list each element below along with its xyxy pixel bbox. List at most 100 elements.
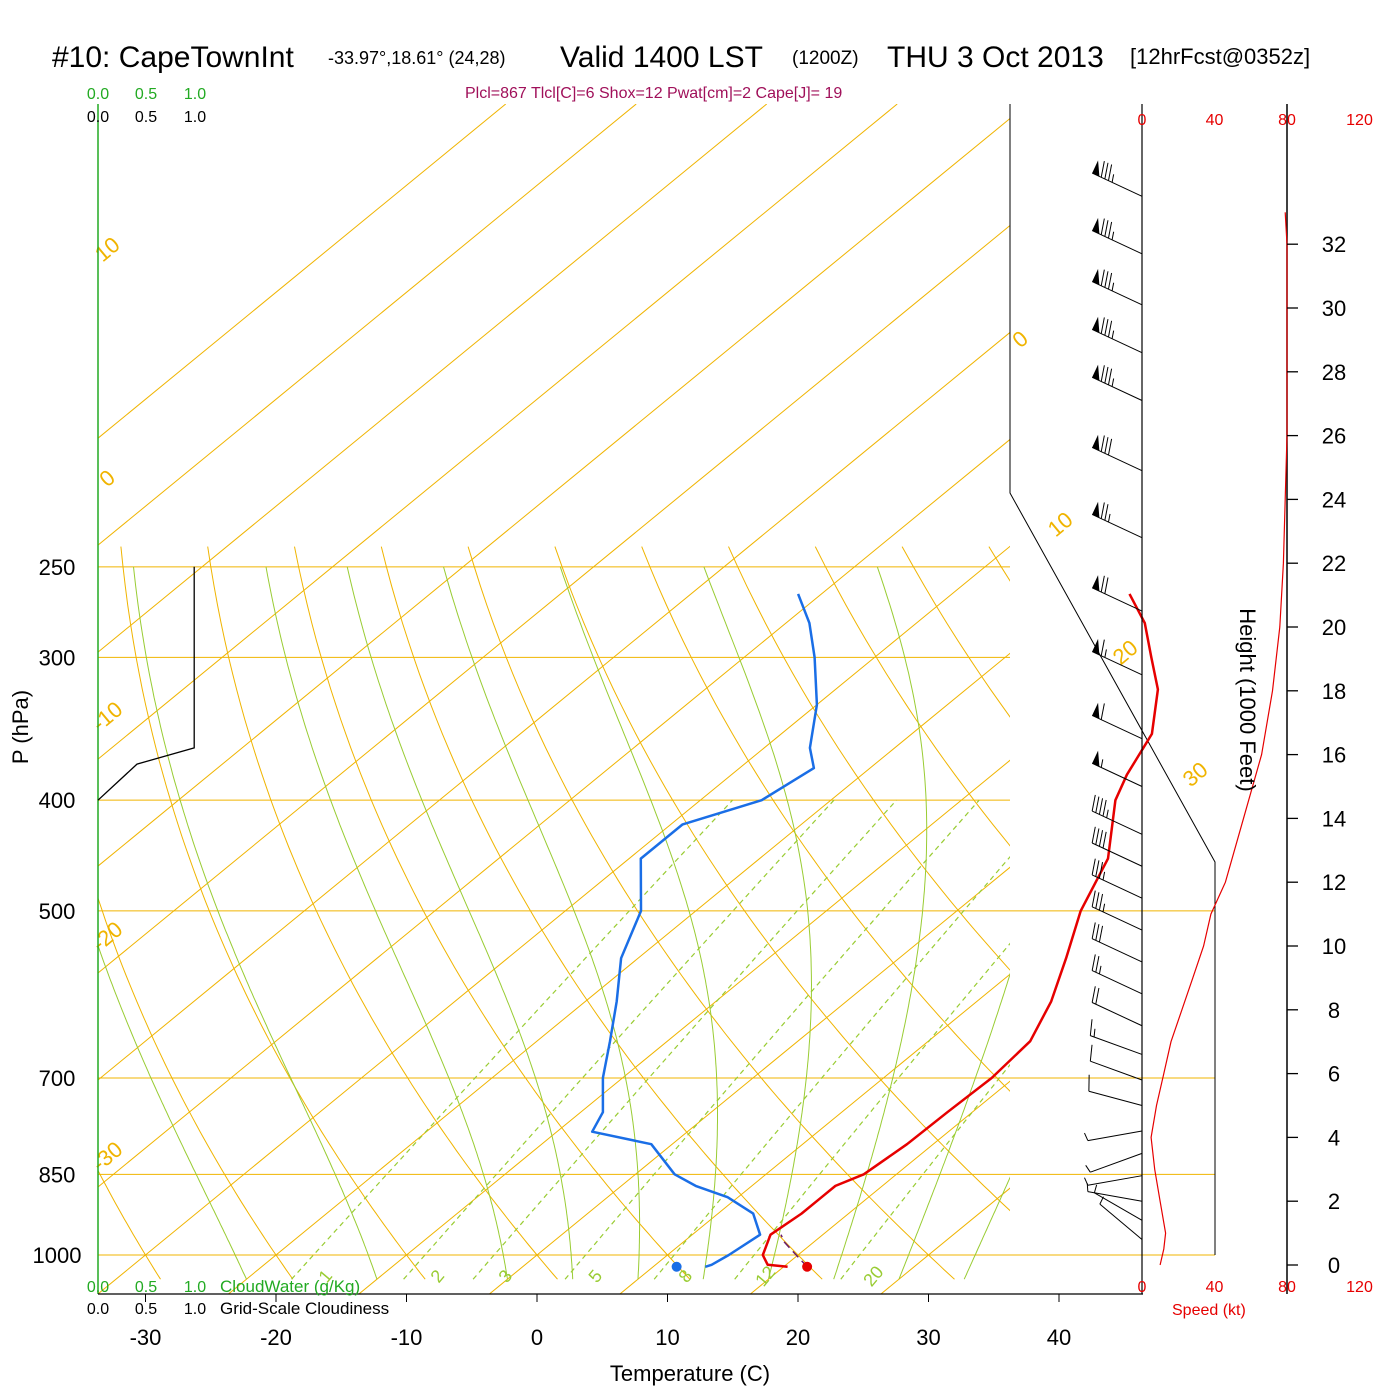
forecast-info: [12hrFcst@0352z] [1130,44,1310,69]
height-tick-label: 4 [1328,1125,1340,1150]
dry-adiabat [207,546,558,1280]
mixing-ratio-line [653,855,1010,1280]
height-tick-label: 20 [1322,615,1346,640]
height-tick-label: 28 [1322,360,1346,385]
dry-adiabat [641,546,1010,1092]
dewpoint-line [590,593,819,1268]
height-tick-label: 8 [1328,998,1340,1023]
isotherm-label: -10 [87,696,127,736]
speed-bottom-tick: 0 [1138,1279,1147,1296]
x-tick-label: 0 [531,1325,543,1350]
x-tick-label: -30 [130,1325,162,1350]
wind-barb [1091,890,1143,931]
isobar-lines [98,566,1215,1256]
speed-top-tick: 0 [1138,112,1147,129]
moist-adiabat [133,566,378,1280]
dry-adiabat [1249,547,1400,1280]
mixing-ratio-line [472,799,897,1280]
isotherm-label: 0 [1007,326,1032,353]
moist-adiabat [898,972,1010,1280]
moist-adiabat [265,566,508,1280]
dry-adiabat [1336,547,1400,1280]
isotherm-line [98,117,1010,867]
cloudwater-top-tick: 1.0 [184,86,206,103]
stability-indices: Plcl=867 Tlcl[C]=6 Shox=12 Pwat[cm]=2 Ca… [465,85,842,102]
x-tick-label: 40 [1047,1325,1071,1350]
cloudiness-bottom-tick: 0.5 [135,1301,157,1318]
dry-adiabat [554,546,1010,1212]
speed-bottom-tick: 80 [1278,1279,1296,1296]
wind-barb [1091,501,1143,539]
speed-axis-label: Speed (kt) [1172,1302,1246,1319]
mixing-ratio-line [840,1063,1010,1280]
isotherm-line [98,224,1010,974]
moist-adiabat [703,566,813,1280]
dry-adiabat [98,896,294,1280]
moist-adiabat [443,566,641,1280]
wind-barb [1099,1196,1143,1240]
cloudiness-label: Grid-Scale Cloudiness [220,1299,389,1318]
x-axis-ticks: -30 -20 -10 0 10 20 30 40 [130,1294,1071,1350]
isotherm-line [98,104,768,653]
isotherm-line [98,438,1010,1188]
cloudiness-top-tick: 0.5 [135,109,157,126]
pressure-tick-label: 500 [39,899,76,924]
isotherm-line [98,104,637,546]
isotherm-line [228,652,1010,1294]
pressure-tick-label: 700 [39,1066,76,1091]
wind-speed-profile [1150,212,1288,1266]
moist-adiabat [833,566,928,1280]
valid-time: Valid 1400 LST [560,41,763,74]
isotherm-label: 30 [1178,757,1213,792]
wind-speed-line [1150,212,1288,1266]
wind-barb [1091,954,1143,995]
cloudiness-bottom-tick: 0.0 [87,1301,109,1318]
speed-top-tick: 80 [1278,112,1296,129]
station-coords: -33.97°,18.61° (24,28) [328,48,506,68]
isotherm-label: 20 [1108,635,1143,670]
surface-temperature-marker [802,1261,813,1272]
speed-top-tick: 120 [1346,112,1373,129]
height-tick-label: 16 [1322,743,1346,768]
isotherm-line [750,1080,1010,1294]
cloudiness-bottom-tick: 1.0 [184,1301,206,1318]
wind-barb [1088,1074,1143,1106]
isotherm-line [489,866,1010,1294]
dry-adiabat [988,546,1010,582]
isotherm-line [98,104,507,439]
wind-barb [1089,1044,1143,1081]
mixing-ratio-label: 2 [427,1266,449,1287]
zulu-time: (1200Z) [792,48,859,69]
x-tick-label: 30 [916,1325,940,1350]
mixing-ratio-label: 20 [859,1262,887,1290]
moist-adiabat [346,566,574,1280]
height-tick-label: 14 [1322,806,1346,831]
x-tick-label: 20 [786,1325,810,1350]
height-tick-label: 2 [1328,1189,1340,1214]
wind-barb [1091,986,1143,1027]
height-tick-label: 10 [1322,934,1346,959]
height-tick-label: 6 [1328,1062,1340,1087]
wind-barb [1091,434,1143,472]
pressure-tick-label: 300 [39,645,76,670]
forecast-date: THU 3 Oct 2013 [887,41,1104,74]
wind-barb [1091,364,1143,401]
height-axis-label: Height (1000 Feet) [1235,608,1260,791]
pressure-tick-label: 400 [39,788,76,813]
isotherm-label: -30 [87,1136,127,1176]
isotherm-line [358,759,1010,1294]
isotherm-label: 10 [1043,507,1078,542]
wind-barb [1091,794,1143,835]
pressure-axis-ticks: 250 300 400 500 700 850 1000 [33,555,82,1268]
isotherm-line [98,104,898,760]
dry-adiabat [728,546,1010,971]
wind-barb [1091,638,1143,676]
cloudiness-profile [97,566,195,801]
wind-barb [1091,268,1143,306]
height-tick-label: 24 [1322,487,1346,512]
moist-adiabat [963,1176,1010,1280]
speed-top-tick: 40 [1206,112,1224,129]
mixing-ratio-line [403,799,835,1280]
